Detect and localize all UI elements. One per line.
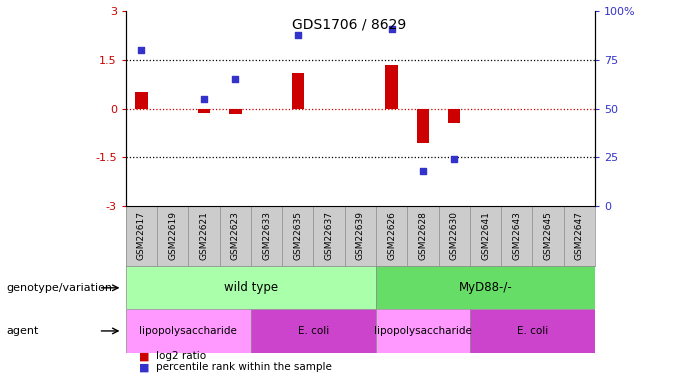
Bar bbox=[417, 109, 429, 143]
Bar bbox=[376, 309, 470, 352]
Text: GSM22626: GSM22626 bbox=[387, 211, 396, 260]
Text: GSM22623: GSM22623 bbox=[231, 211, 240, 260]
Point bbox=[418, 168, 428, 174]
Bar bbox=[386, 65, 398, 109]
Bar bbox=[126, 309, 251, 352]
Text: lipopolysaccharide: lipopolysaccharide bbox=[374, 326, 472, 336]
Text: GSM22647: GSM22647 bbox=[575, 211, 584, 260]
Bar bbox=[292, 73, 304, 109]
Text: GSM22621: GSM22621 bbox=[199, 211, 209, 260]
Text: MyD88-/-: MyD88-/- bbox=[458, 281, 513, 294]
Text: GSM22619: GSM22619 bbox=[168, 211, 177, 260]
Text: GSM22635: GSM22635 bbox=[293, 211, 303, 260]
Point bbox=[199, 96, 209, 102]
Text: GSM22630: GSM22630 bbox=[449, 211, 459, 260]
Text: GSM22641: GSM22641 bbox=[481, 211, 490, 260]
Text: ■: ■ bbox=[139, 363, 150, 372]
Bar bbox=[376, 266, 595, 309]
Text: log2 ratio: log2 ratio bbox=[156, 351, 207, 361]
Point bbox=[230, 76, 241, 82]
Point bbox=[386, 26, 397, 32]
Text: genotype/variation: genotype/variation bbox=[7, 283, 113, 293]
Text: GSM22639: GSM22639 bbox=[356, 211, 365, 260]
Text: GSM22637: GSM22637 bbox=[324, 211, 334, 260]
Text: GSM22643: GSM22643 bbox=[512, 211, 522, 260]
Point bbox=[136, 47, 147, 53]
Bar bbox=[448, 109, 460, 123]
Bar bbox=[251, 309, 376, 352]
Bar bbox=[135, 93, 148, 109]
Point bbox=[449, 156, 460, 162]
Text: agent: agent bbox=[7, 326, 39, 336]
Bar bbox=[198, 109, 210, 112]
Text: GSM22628: GSM22628 bbox=[418, 211, 428, 260]
Text: GSM22617: GSM22617 bbox=[137, 211, 146, 260]
Bar bbox=[229, 109, 241, 114]
Point bbox=[292, 32, 303, 38]
Text: wild type: wild type bbox=[224, 281, 278, 294]
Text: GSM22633: GSM22633 bbox=[262, 211, 271, 260]
Text: E. coli: E. coli bbox=[517, 326, 548, 336]
Text: GSM22645: GSM22645 bbox=[543, 211, 553, 260]
Text: GDS1706 / 8629: GDS1706 / 8629 bbox=[292, 18, 407, 32]
Bar bbox=[470, 309, 595, 352]
Text: E. coli: E. coli bbox=[298, 326, 329, 336]
Bar bbox=[126, 266, 376, 309]
Text: ■: ■ bbox=[139, 351, 150, 361]
Text: lipopolysaccharide: lipopolysaccharide bbox=[139, 326, 237, 336]
Text: percentile rank within the sample: percentile rank within the sample bbox=[156, 363, 333, 372]
